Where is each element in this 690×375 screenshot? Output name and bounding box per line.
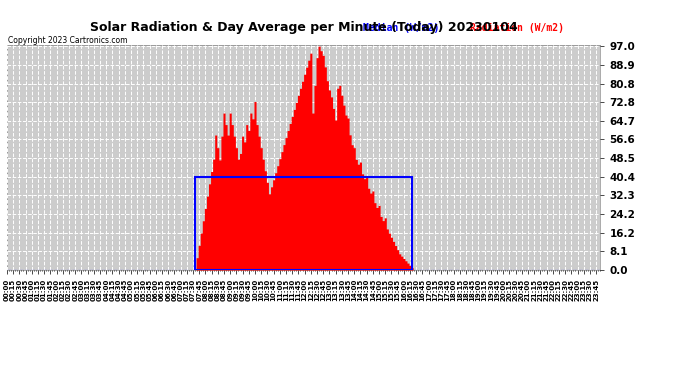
Bar [195, 177, 412, 270]
Text: Copyright 2023 Cartronics.com: Copyright 2023 Cartronics.com [8, 36, 128, 45]
Text: Solar Radiation & Day Average per Minute (Today) 20230104: Solar Radiation & Day Average per Minute… [90, 21, 518, 34]
Text: Radiation (W/m2): Radiation (W/m2) [470, 22, 564, 33]
Text: Median (W/m2): Median (W/m2) [363, 22, 440, 33]
